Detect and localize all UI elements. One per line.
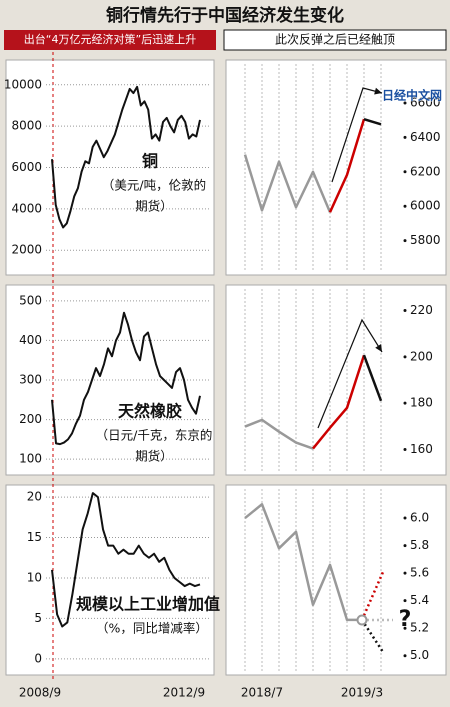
y-tick-label: 6000 <box>11 160 42 174</box>
chart-label: 天然橡胶 <box>118 402 182 421</box>
x-tick-label: 2019/3 <box>341 686 383 700</box>
y-tick-label: 180 <box>410 396 433 410</box>
data-line <box>51 492 201 628</box>
left-note-box <box>4 30 216 50</box>
watermark: 日经中文网 <box>382 88 442 103</box>
arrow-head <box>374 87 382 95</box>
y-tick-label: 0 <box>34 651 42 665</box>
y-tick-label: 6600 <box>410 96 441 110</box>
y-tick-label: 6.0 <box>410 511 429 525</box>
y-tick-label: 6200 <box>410 164 441 178</box>
chart-note: （日元/千克，东京的 <box>96 428 213 443</box>
y-tick-label: 400 <box>19 333 42 347</box>
y-tick-label: 300 <box>19 373 42 387</box>
projection-down <box>360 619 385 653</box>
data-line <box>362 354 383 402</box>
left-note: 出台“4万亿元经济对策”后迅速上升 <box>24 32 196 46</box>
y-tick-label: 160 <box>410 442 433 456</box>
y-tick-label: 10000 <box>4 77 42 91</box>
tick-mark <box>403 599 407 603</box>
tick-mark <box>403 204 407 208</box>
tick-mark <box>403 544 407 548</box>
right-note-box <box>223 29 447 51</box>
y-tick-label: 20 <box>27 490 42 504</box>
tick-mark <box>403 448 407 452</box>
data-line <box>244 503 364 622</box>
tick-mark <box>403 239 407 243</box>
x-tick-label: 2018/7 <box>241 686 283 700</box>
x-tick-label: 2012/9 <box>163 686 205 700</box>
tick-mark <box>403 516 407 520</box>
chart-note: 期货） <box>135 199 173 214</box>
arrow-head <box>375 344 382 352</box>
data-line <box>244 418 314 450</box>
data-line <box>312 354 366 450</box>
panel <box>225 284 447 476</box>
tick-mark <box>403 135 407 139</box>
data-line <box>363 117 382 126</box>
tick-mark <box>403 401 407 405</box>
right-note: 此次反弹之后已经触顶 <box>275 33 395 47</box>
y-tick-label: 6400 <box>410 130 441 144</box>
y-tick-label: 5.2 <box>410 621 429 635</box>
tick-mark <box>403 571 407 575</box>
y-tick-label: 5.8 <box>410 538 429 552</box>
data-line <box>243 154 332 213</box>
y-tick-label: 5.6 <box>410 566 429 580</box>
data-line <box>51 311 201 446</box>
y-tick-label: 220 <box>410 303 433 317</box>
projection-up <box>360 571 385 621</box>
chart-label: 铜 <box>142 152 158 171</box>
chart-note: （美元/吨，伦敦的 <box>102 178 206 193</box>
chart-note: （%，同比增减率） <box>96 621 208 636</box>
y-tick-label: 6000 <box>410 199 441 213</box>
current-point <box>356 614 368 626</box>
y-tick-label: 200 <box>410 349 433 363</box>
tick-mark <box>403 355 407 359</box>
panel <box>225 484 447 676</box>
data-line <box>328 118 366 213</box>
chart-label: 规模以上工业增加值 <box>76 595 220 614</box>
y-tick-label: 5.4 <box>410 593 429 607</box>
title: 铜行情先行于中国经济发生变化 <box>106 5 344 26</box>
trend-arrow <box>317 318 383 429</box>
chart-note: 期货） <box>135 449 173 464</box>
panel <box>225 59 447 276</box>
y-tick-label: 5 <box>34 611 42 625</box>
y-tick-label: 15 <box>27 530 42 544</box>
x-tick-label: 2008/9 <box>19 686 61 700</box>
tick-mark <box>403 654 407 658</box>
y-tick-label: 5800 <box>410 233 441 247</box>
panel <box>5 484 215 676</box>
tick-mark <box>403 626 407 630</box>
y-tick-label: 2000 <box>11 243 42 257</box>
tick-mark <box>403 308 407 312</box>
y-tick-label: 500 <box>19 293 42 307</box>
y-tick-label: 8000 <box>11 119 42 133</box>
y-tick-label: 5.0 <box>410 648 429 662</box>
y-tick-label: 100 <box>19 452 42 466</box>
tick-mark <box>403 170 407 174</box>
question-mark: ? <box>399 607 412 632</box>
data-line <box>51 85 201 229</box>
y-tick-label: 200 <box>19 412 42 426</box>
tick-mark <box>403 101 407 105</box>
y-tick-label: 10 <box>27 570 42 584</box>
y-tick-label: 4000 <box>11 201 42 215</box>
